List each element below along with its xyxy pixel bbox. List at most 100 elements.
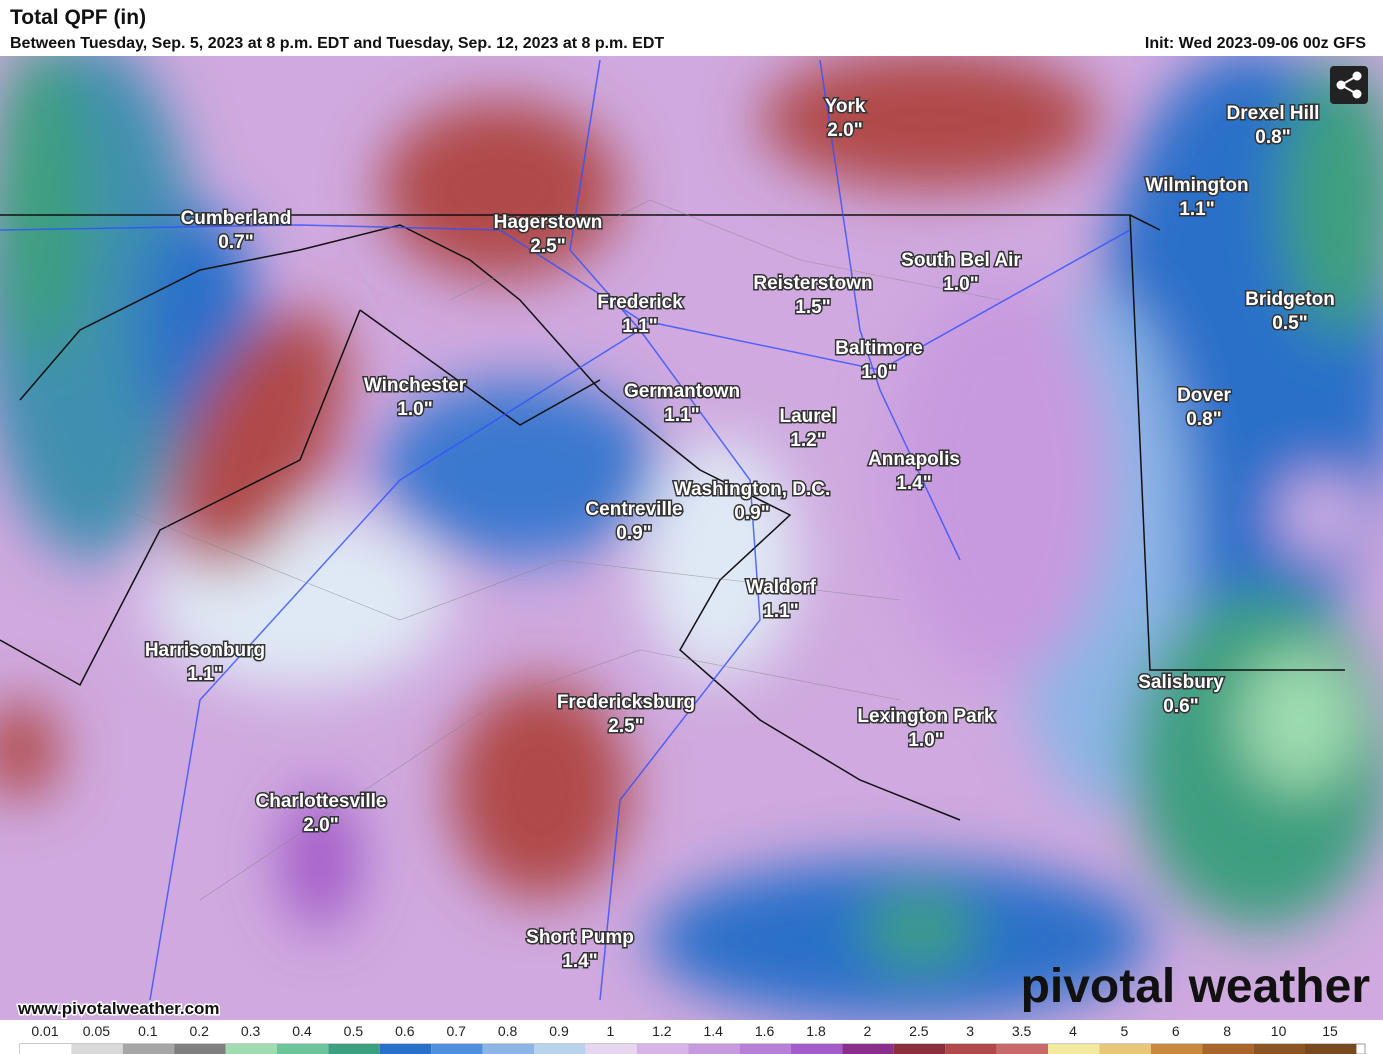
- colorbar-label: 15: [1322, 1023, 1338, 1039]
- cities: York 2.0" Drexel Hill 0.8" Hagerstown 2.5" Cum…: [143, 95, 1336, 974]
- colorbar-label: 1: [607, 1023, 615, 1039]
- city-value: 1.4": [896, 473, 931, 494]
- city-name: Fredericksburg: [557, 692, 695, 713]
- city-name: Washington, D.C.: [674, 479, 831, 500]
- city-value: 0.9": [734, 503, 769, 524]
- city-value: 0.8": [1186, 409, 1221, 430]
- colorbar-swatch: [1048, 1044, 1100, 1054]
- city-name: Frederick: [597, 292, 683, 313]
- colorbar-label: 0.4: [292, 1023, 312, 1039]
- city-name: Centreville: [585, 499, 682, 520]
- colorbar-label: 0.2: [189, 1023, 209, 1039]
- title: Total QPF (in): [10, 6, 146, 29]
- city-name: Salisbury: [1138, 672, 1224, 693]
- city-name: Drexel Hill: [1227, 103, 1320, 124]
- colorbar-label: 6: [1172, 1023, 1180, 1039]
- city-name: Waldorf: [746, 577, 817, 598]
- colorbar-label: 0.3: [241, 1023, 261, 1039]
- city-value: 1.2": [790, 430, 825, 451]
- colorbar-swatch: [20, 1044, 72, 1054]
- city-value: 0.6": [1163, 696, 1198, 717]
- city-name: York: [825, 96, 866, 117]
- share-button[interactable]: [1330, 66, 1368, 104]
- colorbar-label: 2: [864, 1023, 872, 1039]
- colorbar-label: 1.6: [755, 1023, 775, 1039]
- colorbar-label: 1.4: [703, 1023, 723, 1039]
- colorbar-label: 0.5: [344, 1023, 364, 1039]
- colorbar-label: 4: [1069, 1023, 1077, 1039]
- colorbar-swatch: [688, 1044, 740, 1054]
- colorbar-label: 3: [966, 1023, 974, 1039]
- colorbar-label: 10: [1271, 1023, 1287, 1039]
- city-value: 1.0": [861, 362, 896, 383]
- city-value: 1.0": [943, 274, 978, 295]
- colorbar-label: 0.9: [549, 1023, 569, 1039]
- colorbar-swatch: [328, 1044, 380, 1054]
- colorbar-swatch: [739, 1044, 791, 1054]
- city-value: 2.0": [303, 815, 338, 836]
- colorbar-swatch: [1305, 1044, 1357, 1054]
- colorbar-label: 3.5: [1012, 1023, 1032, 1039]
- city-name: Bridgeton: [1245, 289, 1335, 310]
- city-value: 2.5": [608, 716, 643, 737]
- colorbar-swatch: [1202, 1044, 1254, 1054]
- colorbar-label: 8: [1223, 1023, 1231, 1039]
- colorbar-swatch: [174, 1044, 226, 1054]
- colorbar-label: 1.8: [806, 1023, 826, 1039]
- share-icon: [1336, 71, 1362, 99]
- colorbar-swatch: [431, 1044, 483, 1054]
- city-name: South Bel Air: [901, 250, 1021, 271]
- city-name: Winchester: [364, 375, 467, 396]
- colorbar-swatch: [71, 1044, 123, 1054]
- colorbar-label: 0.1: [138, 1023, 158, 1039]
- city-name: Lexington Park: [857, 706, 995, 727]
- url: www.pivotalweather.com: [17, 999, 220, 1018]
- city-value: 1.1": [664, 405, 699, 426]
- colorbar-swatch: [122, 1044, 175, 1054]
- colorbar-swatch: [225, 1044, 277, 1054]
- watermark: pivotal weather: [1021, 960, 1370, 1013]
- city-name: Germantown: [624, 381, 740, 402]
- city-value: 1.1": [1179, 199, 1214, 220]
- city-value: 0.8": [1255, 127, 1290, 148]
- city-value: 1.1": [763, 601, 798, 622]
- colorbar-label: 0.7: [446, 1023, 466, 1039]
- city-name: Dover: [1177, 385, 1231, 406]
- city-name: Baltimore: [835, 338, 923, 359]
- colorbar-label: 0.05: [83, 1023, 110, 1039]
- city-value: 0.9": [616, 523, 651, 544]
- colorbar-label: 0.8: [498, 1023, 518, 1039]
- colorbar-swatch: [996, 1044, 1048, 1054]
- colorbar-swatch: [842, 1044, 894, 1054]
- city-name: Cumberland: [181, 208, 292, 229]
- colorbar-swatch: [1150, 1044, 1203, 1054]
- colorbar-swatch: [534, 1044, 586, 1054]
- city-value: 0.5": [1272, 313, 1307, 334]
- city-name: Harrisonburg: [145, 640, 265, 661]
- colorbar-swatch: [636, 1044, 689, 1054]
- colorbar-swatch: [945, 1044, 997, 1054]
- colorbar-swatch: [277, 1044, 329, 1054]
- colorbar-label: 0.01: [31, 1023, 58, 1039]
- city-value: 1.1": [187, 664, 222, 685]
- city-name: Charlottesville: [256, 791, 387, 812]
- city-name: Annapolis: [868, 449, 960, 470]
- colorbar-swatch: [482, 1044, 534, 1054]
- colorbar-swatch: [585, 1044, 637, 1054]
- colorbar-label: 2.5: [909, 1023, 929, 1039]
- city-value: 1.4": [562, 951, 597, 972]
- colorbar-swatch: [1099, 1044, 1151, 1054]
- city-value: 1.0": [908, 730, 943, 751]
- city-value: 2.5": [530, 236, 565, 257]
- city-name: Reisterstown: [753, 273, 872, 294]
- city-name: Hagerstown: [494, 212, 603, 233]
- map: York 2.0" Drexel Hill 0.8" Hagerstown 2.5" Cum…: [0, 56, 1383, 1020]
- colorbar-label: 0.6: [395, 1023, 415, 1039]
- colorbar-swatch: [379, 1044, 432, 1054]
- city-name: Wilmington: [1145, 175, 1248, 196]
- subtitle: Between Tuesday, Sep. 5, 2023 at 8 p.m. …: [10, 35, 664, 52]
- city-value: 1.1": [622, 316, 657, 337]
- city-value: 1.5": [795, 297, 830, 318]
- colorbar: 0.01 0.05 0.1 0.2 0.3 0.4 0.5 0.6 0.7 0.8 0.9 1 1.2 1…: [19, 1023, 1366, 1054]
